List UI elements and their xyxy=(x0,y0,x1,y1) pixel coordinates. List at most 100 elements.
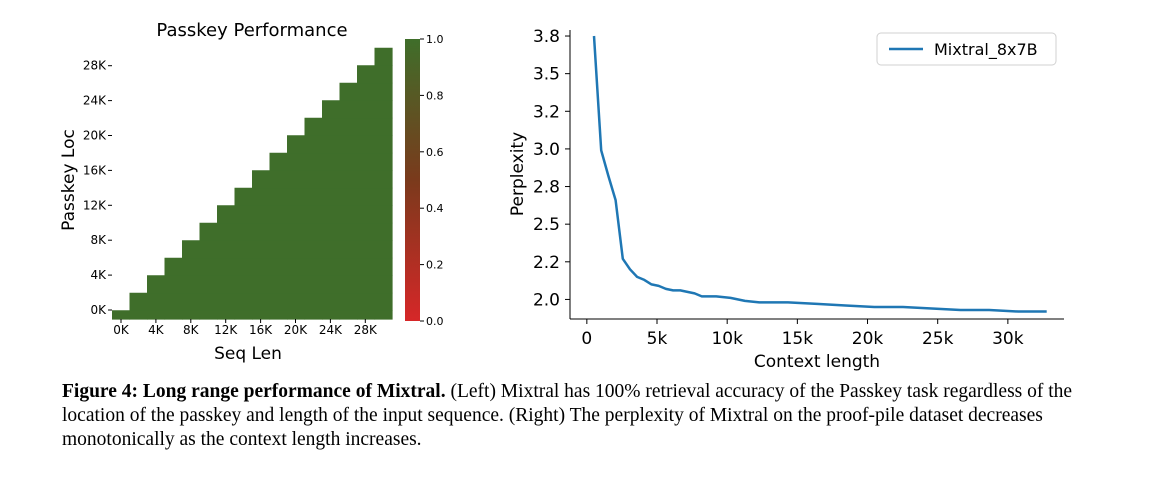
heatmap-cell xyxy=(357,187,376,206)
heatmap-cell xyxy=(252,310,271,320)
heatmap-x-tick-label: 0K xyxy=(113,323,130,337)
heatmap-cell xyxy=(357,240,376,259)
heatmap-cell xyxy=(374,240,393,259)
heatmap-cell xyxy=(234,222,253,241)
heatmap-cell xyxy=(304,257,323,276)
line-chart-y-tick-label: 3.2 xyxy=(533,102,560,122)
line-chart-y-tick-label: 2.5 xyxy=(533,215,560,235)
figure-canvas: Passkey Performance 0K 4K 8K 12K 16K 20K 24K 28… xyxy=(59,20,1064,372)
heatmap-cell xyxy=(199,240,218,259)
perplexity-line-chart: 2.0 2.2 2.5 2.8 3.0 3.2 3.5 3.8 0 5k 10k 15k 20k 25k… xyxy=(508,27,1064,372)
heatmap-y-ticks: 0K 4K 8K 12K 16K 20K 24K 28K xyxy=(83,59,112,317)
heatmap-cell xyxy=(234,310,253,320)
colorbar-tick-label: 0.0 xyxy=(426,315,444,328)
heatmap-y-tick-label: 20K xyxy=(83,129,107,143)
heatmap-cell xyxy=(304,187,323,206)
heatmap-cell xyxy=(374,257,393,276)
heatmap-cell xyxy=(339,222,358,241)
heatmap-cell xyxy=(374,292,393,311)
heatmap-cell xyxy=(322,275,341,294)
heatmap-cell xyxy=(234,257,253,276)
heatmap-cell xyxy=(147,310,166,320)
heatmap-cell xyxy=(304,152,323,171)
caption-title: Figure 4: Long range performance of Mixt… xyxy=(62,381,446,402)
line-chart-y-tick-label: 3.0 xyxy=(533,140,560,160)
heatmap-cell xyxy=(269,275,288,294)
heatmap-x-tick-label: 20K xyxy=(284,323,308,337)
heatmap-cells xyxy=(112,47,393,320)
heatmap-cell xyxy=(304,170,323,189)
heatmap-cell xyxy=(374,47,393,66)
heatmap-cell xyxy=(322,292,341,311)
heatmap-cell xyxy=(322,170,341,189)
heatmap-cell xyxy=(234,275,253,294)
heatmap-cell xyxy=(322,222,341,241)
heatmap-cell xyxy=(269,292,288,311)
heatmap-cell xyxy=(164,292,183,311)
heatmap-cell xyxy=(217,257,236,276)
heatmap-x-tick-label: 12K xyxy=(214,323,238,337)
heatmap-y-tick-label: 12K xyxy=(83,198,107,212)
heatmap-cell xyxy=(339,135,358,154)
heatmap-cell xyxy=(339,82,358,101)
line-chart-x-tick-label: 15k xyxy=(782,329,814,349)
heatmap-cell xyxy=(234,187,253,206)
heatmap-y-tick-label: 24K xyxy=(83,94,107,108)
heatmap-cell xyxy=(112,310,131,320)
heatmap-y-tick-label: 4K xyxy=(90,268,107,282)
line-chart-series xyxy=(592,35,1047,313)
heatmap-cell xyxy=(182,292,201,311)
heatmap-cell xyxy=(374,170,393,189)
heatmap-cell xyxy=(357,135,376,154)
caption-text: (Left) Mixtral has 100% retrieval accura… xyxy=(62,381,1073,450)
heatmap-cell xyxy=(252,240,271,259)
heatmap-cell xyxy=(357,82,376,101)
heatmap-cell xyxy=(304,135,323,154)
colorbar-tick-label: 0.2 xyxy=(426,259,444,272)
heatmap-y-tick-label: 16K xyxy=(83,163,107,177)
series-line-mixtral-8x7b xyxy=(592,35,1047,313)
heatmap-y-axis-label: Passkey Loc xyxy=(59,129,79,231)
heatmap-cell xyxy=(252,275,271,294)
heatmap-cell xyxy=(269,205,288,224)
line-chart-x-tick-label: 0 xyxy=(581,329,592,349)
line-chart-x-tick-label: 30k xyxy=(992,329,1024,349)
heatmap-cell xyxy=(357,310,376,320)
heatmap-cell xyxy=(357,222,376,241)
heatmap-cell xyxy=(357,65,376,84)
heatmap-cell xyxy=(269,170,288,189)
line-chart-y-tick-label: 2.0 xyxy=(533,290,560,310)
heatmap-cell xyxy=(357,117,376,136)
heatmap-cell xyxy=(147,275,166,294)
heatmap-cell xyxy=(217,205,236,224)
heatmap-cell xyxy=(374,187,393,206)
heatmap-cell xyxy=(234,205,253,224)
line-chart-y-tick-label: 3.8 xyxy=(533,27,560,47)
heatmap-cell xyxy=(304,205,323,224)
heatmap-cell xyxy=(182,310,201,320)
line-chart-x-tick-label: 10k xyxy=(711,329,743,349)
heatmap-cell xyxy=(322,100,341,119)
heatmap-cell xyxy=(287,205,306,224)
heatmap-cell xyxy=(287,222,306,241)
heatmap-cell xyxy=(252,205,271,224)
heatmap-cell xyxy=(182,257,201,276)
heatmap-cell xyxy=(217,240,236,259)
heatmap-cell xyxy=(252,187,271,206)
heatmap-cell xyxy=(304,292,323,311)
heatmap-cell xyxy=(322,187,341,206)
heatmap-cell xyxy=(357,100,376,119)
passkey-heatmap-chart: Passkey Performance 0K 4K 8K 12K 16K 20K 24K 28… xyxy=(59,20,444,364)
heatmap-cell xyxy=(339,240,358,259)
heatmap-cell xyxy=(304,310,323,320)
heatmap-cell xyxy=(374,152,393,171)
heatmap-x-tick-label: 28K xyxy=(354,323,378,337)
heatmap-x-axis-label: Seq Len xyxy=(214,344,282,364)
heatmap-cell xyxy=(339,275,358,294)
heatmap-cell xyxy=(129,292,148,311)
heatmap-cell xyxy=(269,152,288,171)
heatmap-cell xyxy=(269,240,288,259)
heatmap-cell xyxy=(357,257,376,276)
heatmap-cell xyxy=(357,152,376,171)
line-chart-x-axis-label: Context length xyxy=(754,352,880,372)
